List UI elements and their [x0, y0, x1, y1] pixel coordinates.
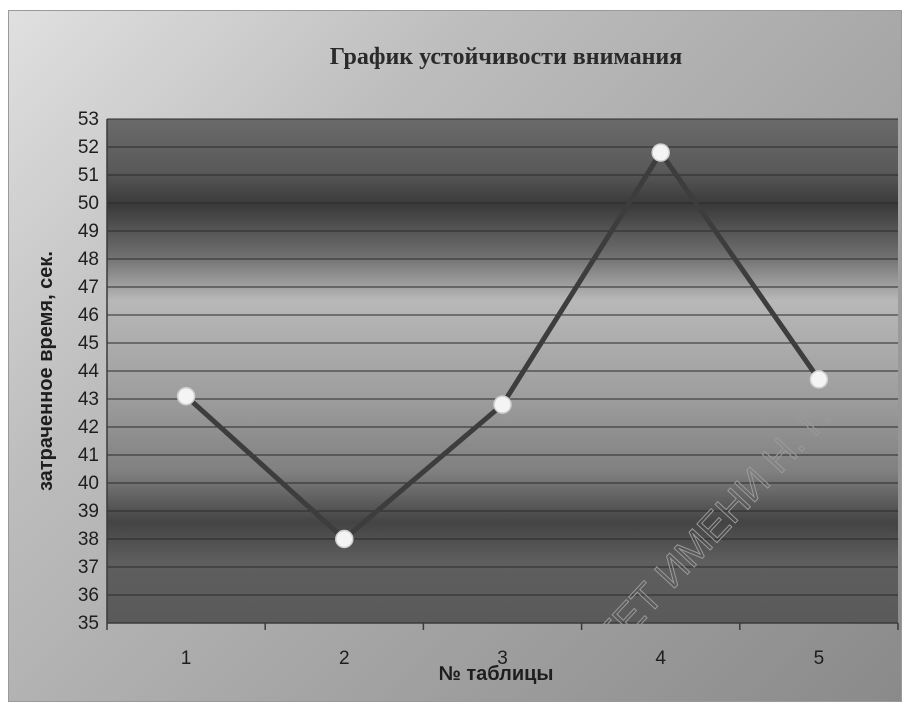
y-tick-label: 44 — [78, 361, 100, 382]
y-tick-labels: 35 36 37 38 39 40 41 42 43 44 45 46 47 48 49 50 51 52 53 — [78, 109, 100, 634]
y-tick-label: 48 — [78, 249, 99, 270]
y-tick-label: 35 — [78, 613, 99, 634]
y-tick-label: 52 — [78, 137, 99, 158]
y-tick-label: 51 — [78, 165, 99, 186]
x-tick-label: 3 — [497, 648, 508, 669]
gridlines — [107, 118, 898, 624]
y-tick-label: 38 — [78, 529, 99, 550]
data-point — [176, 386, 196, 406]
chart-frame: График устойчивости внимания 35 36 37 38 39 4… — [8, 10, 902, 702]
y-tick-label: 41 — [78, 445, 99, 466]
axes — [106, 119, 899, 630]
y-axis-label: затраченное время, сек. — [35, 251, 57, 491]
x-tick-label: 2 — [339, 648, 350, 669]
y-tick-label: 40 — [78, 473, 99, 494]
x-tick-labels: 1 2 3 4 5 — [181, 648, 824, 669]
data-point — [493, 395, 512, 414]
x-tick-label: 4 — [655, 648, 666, 669]
y-tick-label: 50 — [78, 193, 99, 214]
data-point — [651, 143, 670, 162]
y-tick-label: 39 — [78, 501, 99, 522]
chart-title: График устойчивости внимания — [330, 44, 682, 70]
y-tick-label: 37 — [78, 557, 99, 578]
data-point — [335, 529, 354, 549]
line-chart: График устойчивости внимания 35363738394… — [35, 44, 899, 701]
x-axis-label: № таблицы — [439, 663, 554, 685]
y-tick-label: 46 — [78, 305, 99, 326]
data-point — [809, 370, 829, 389]
y-tick-label: 45 — [78, 333, 99, 354]
y-tick-label: 53 — [78, 109, 99, 130]
y-tick-label: 43 — [78, 389, 99, 410]
y-tick-label: 36 — [78, 585, 99, 606]
x-tick-label: 1 — [181, 648, 192, 669]
y-tick-label: 47 — [78, 277, 99, 298]
y-tick-label: 42 — [78, 417, 99, 438]
data-series — [176, 143, 829, 549]
x-tick-label: 5 — [814, 648, 825, 669]
y-tick-label: 49 — [78, 221, 99, 242]
